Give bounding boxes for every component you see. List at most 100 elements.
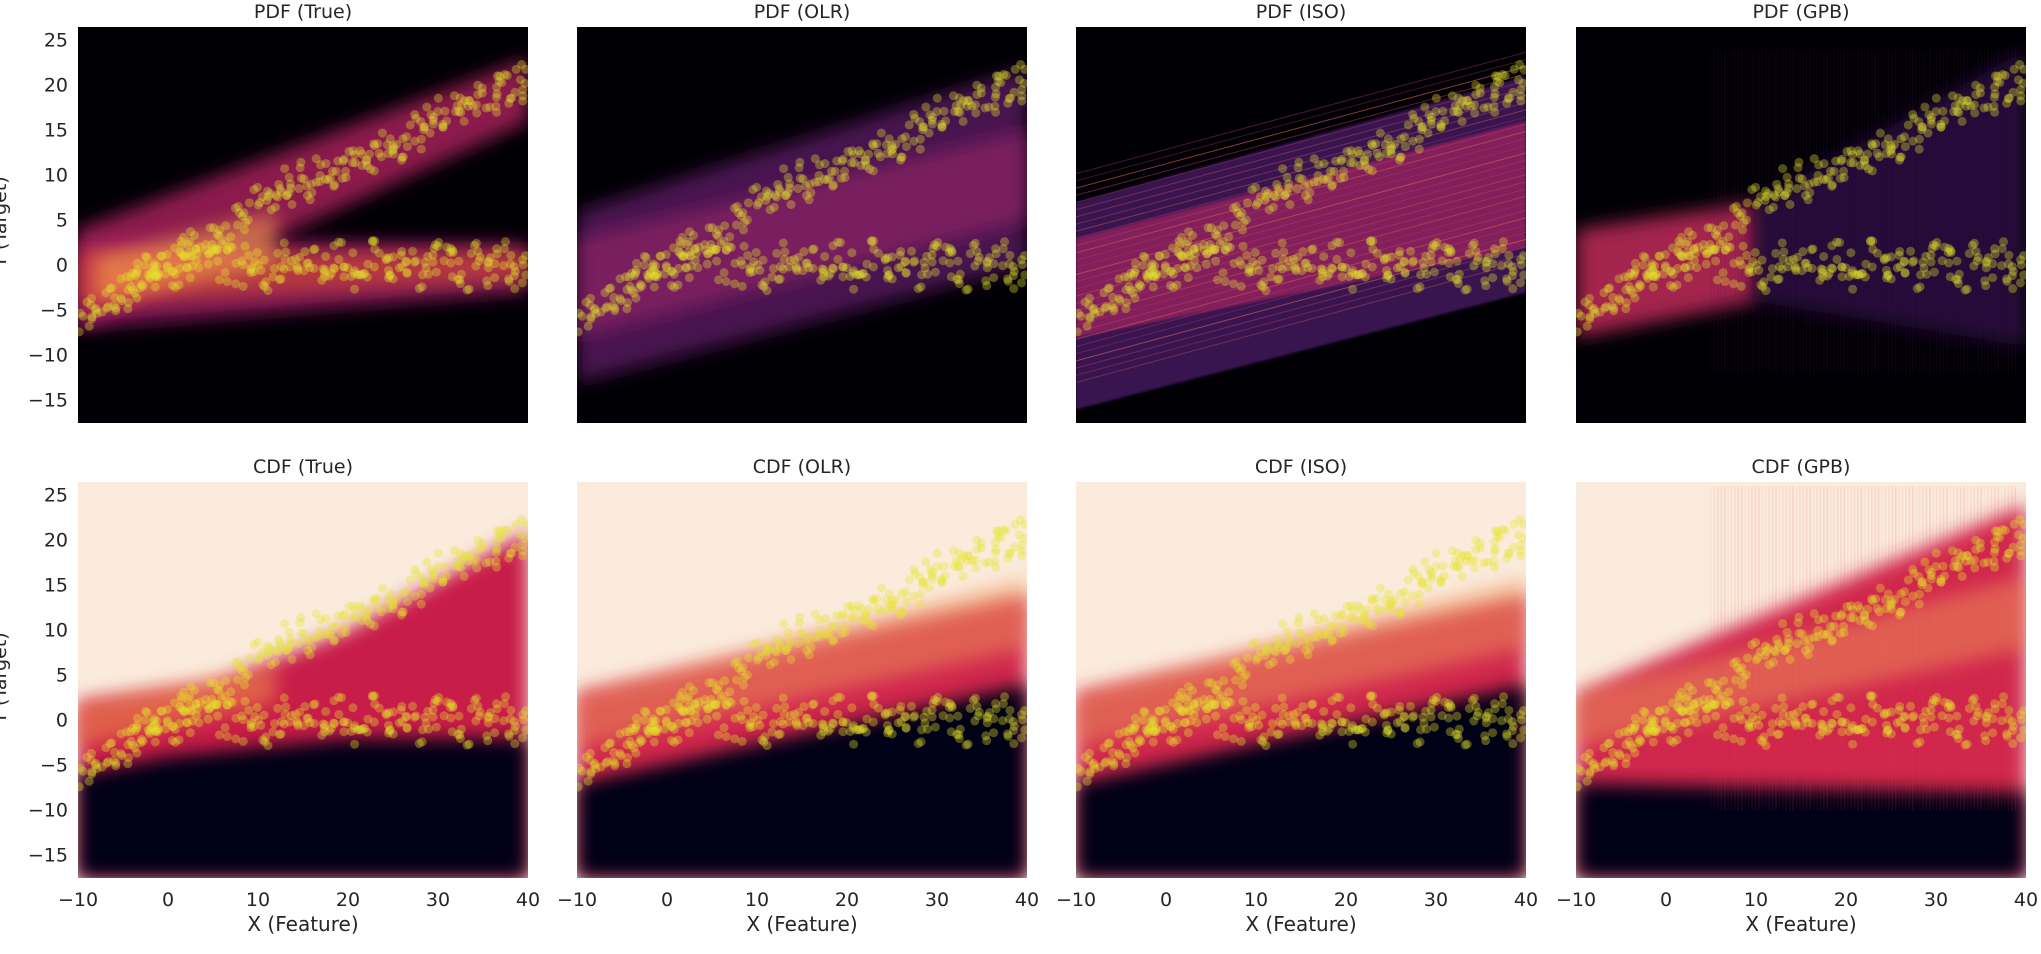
scatter-point [1426, 574, 1436, 584]
scatter-point [1769, 190, 1779, 200]
scatter-point [1969, 261, 1979, 271]
scatter-point [1971, 80, 1981, 90]
scatter-point [1797, 629, 1807, 639]
scatter-point [682, 694, 692, 704]
scatter-point [1420, 102, 1430, 112]
scatter-point [502, 525, 512, 535]
scatter-point [1481, 258, 1491, 268]
scatter-point [962, 556, 972, 566]
x-tick-label: 10 [1244, 889, 1268, 911]
density-spread [1756, 49, 2026, 347]
scatter-point [1173, 247, 1183, 257]
scatter-point [1348, 613, 1358, 623]
scatter-point [1742, 198, 1752, 208]
scatter-point [1875, 128, 1885, 138]
scatter-point [756, 647, 766, 657]
scatter-point [1374, 152, 1384, 162]
scatter-point [1124, 281, 1134, 291]
scatter-point [1680, 717, 1690, 727]
scatter-point [1702, 248, 1712, 258]
scatter-point [693, 263, 703, 273]
scatter-point [1248, 712, 1258, 722]
scatter-point [1846, 248, 1856, 258]
scatter-point [1366, 691, 1376, 701]
scatter-point [1998, 69, 2008, 79]
scatter-point [896, 262, 906, 272]
scatter-point [1409, 711, 1419, 721]
scatter-point [1150, 716, 1160, 726]
scatter-point [460, 551, 470, 561]
scatter-point [455, 93, 465, 103]
scatter-point [896, 152, 906, 162]
scatter-point [365, 149, 375, 159]
scatter-point [847, 146, 857, 156]
scatter-point [1408, 136, 1418, 146]
scatter-point [1926, 119, 1936, 129]
scatter-point [1332, 709, 1342, 719]
scatter-point [781, 191, 791, 201]
scatter-point [1354, 270, 1364, 280]
scatter-point [868, 262, 878, 272]
scatter-point [616, 296, 626, 306]
scatter-point [333, 156, 343, 166]
scatter-point [1210, 684, 1220, 694]
scatter-point [377, 583, 387, 593]
scatter-point [1342, 146, 1352, 156]
scatter-point [1729, 734, 1739, 744]
scatter-point [2004, 93, 2014, 103]
scatter-point [1778, 619, 1788, 629]
scatter-point [1815, 275, 1825, 285]
scatter-point [180, 251, 190, 261]
scatter-point [721, 245, 731, 255]
scatter-point [1304, 179, 1314, 189]
scatter-point [258, 280, 268, 290]
scatter-point [1348, 739, 1358, 749]
scatter-point [1621, 759, 1631, 769]
scatter-point [1981, 713, 1991, 723]
scatter-point [918, 580, 928, 590]
scatter-point [1499, 692, 1509, 702]
scatter-point [1229, 279, 1239, 289]
scatter-point [1805, 188, 1815, 198]
scatter-point [1630, 268, 1640, 278]
scatter-point [1145, 266, 1155, 276]
scatter-point [212, 245, 222, 255]
scatter-point [392, 594, 402, 604]
scatter-point [743, 705, 753, 715]
scatter-point [466, 703, 476, 713]
scatter-points [1576, 515, 2026, 792]
scatter-point [1589, 304, 1599, 314]
scatter-point [1689, 699, 1699, 709]
scatter-point [1313, 177, 1323, 187]
scatter-point [1668, 724, 1678, 734]
scatter-point [1744, 720, 1754, 730]
scatter-point [334, 692, 344, 702]
scatter-point [1949, 107, 1959, 117]
scatter-point [1744, 265, 1754, 275]
scatter-point [819, 265, 829, 275]
scatter-point [398, 589, 408, 599]
scatter-point [1689, 699, 1699, 709]
scatter-point [1860, 727, 1870, 737]
scatter-point [1879, 253, 1889, 263]
scatter-point [490, 273, 500, 283]
scatter-point [1447, 91, 1457, 101]
scatter-point [1379, 255, 1389, 265]
scatter-point [326, 723, 336, 733]
scatter-point [1900, 597, 1910, 607]
scatter-point [442, 697, 452, 707]
scatter-point [669, 269, 679, 279]
scatter-point [681, 262, 691, 272]
scatter-point [820, 251, 830, 261]
scatter-point [682, 239, 692, 249]
scatter-point [1886, 604, 1896, 614]
scatter-point [1753, 198, 1763, 208]
scatter-point [827, 263, 837, 273]
scatter-point [477, 543, 487, 553]
scatter-point [770, 645, 780, 655]
scatter-point [1633, 283, 1643, 293]
scatter-point [1580, 752, 1590, 762]
scatter-point [147, 266, 157, 276]
scatter-point [1701, 259, 1711, 269]
scatter-point [453, 274, 463, 284]
